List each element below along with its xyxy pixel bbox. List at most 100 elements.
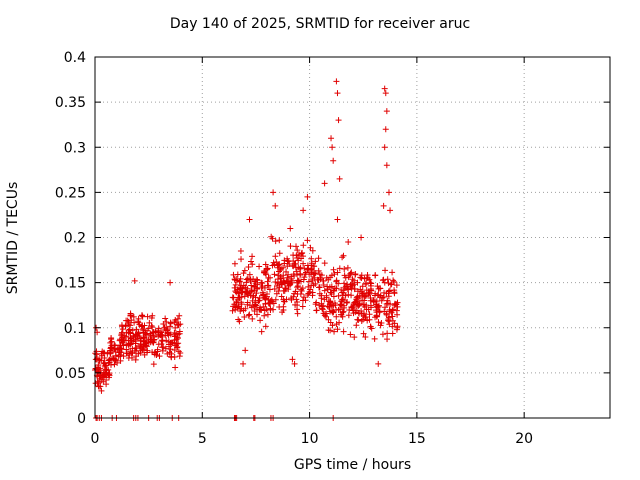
data-point xyxy=(325,327,332,334)
data-point xyxy=(300,242,307,249)
data-point xyxy=(358,318,365,325)
data-point xyxy=(360,330,367,337)
data-point xyxy=(240,282,247,289)
data-point xyxy=(254,311,261,318)
data-point xyxy=(273,259,280,266)
data-point xyxy=(290,293,297,300)
data-point xyxy=(254,277,261,284)
data-point xyxy=(108,334,115,341)
data-point xyxy=(312,258,319,265)
data-point xyxy=(312,301,319,308)
data-point xyxy=(302,269,309,276)
data-point xyxy=(288,275,295,282)
y-tick-label: 0.35 xyxy=(55,95,86,111)
data-point xyxy=(333,321,340,328)
data-point xyxy=(132,340,139,347)
data-point xyxy=(272,238,279,245)
data-point xyxy=(128,337,135,344)
data-point xyxy=(380,293,387,300)
data-point xyxy=(229,307,236,314)
data-point xyxy=(346,306,353,313)
data-point xyxy=(118,346,125,353)
data-point xyxy=(261,312,268,319)
data-point xyxy=(118,330,125,337)
data-point xyxy=(368,304,375,311)
data-point xyxy=(297,278,304,285)
data-point xyxy=(382,267,389,274)
data-point xyxy=(167,319,174,326)
data-point xyxy=(312,269,319,276)
data-points xyxy=(92,78,401,421)
data-point xyxy=(388,309,395,316)
data-point xyxy=(272,253,279,260)
data-point xyxy=(269,235,276,242)
data-point xyxy=(99,348,106,355)
data-point xyxy=(332,301,339,308)
data-point xyxy=(315,255,322,262)
data-point xyxy=(100,372,107,379)
grid-lines xyxy=(95,57,610,418)
data-point xyxy=(132,334,139,341)
data-point xyxy=(345,274,352,281)
data-point xyxy=(309,292,316,299)
data-point xyxy=(263,306,270,313)
data-point xyxy=(295,277,302,284)
data-point xyxy=(246,311,253,318)
data-point xyxy=(375,292,382,299)
data-point xyxy=(355,295,362,302)
data-point xyxy=(287,225,294,232)
data-point xyxy=(341,266,348,273)
data-point xyxy=(336,265,343,272)
data-point xyxy=(163,319,170,326)
data-point xyxy=(300,207,307,214)
data-point xyxy=(363,274,370,281)
data-point xyxy=(174,321,181,328)
data-point xyxy=(176,312,183,319)
data-point xyxy=(283,268,290,275)
data-point xyxy=(281,287,288,294)
data-point xyxy=(262,261,269,268)
data-point xyxy=(173,336,180,343)
data-point xyxy=(141,351,148,358)
data-point xyxy=(276,304,283,311)
data-point xyxy=(150,361,157,368)
data-point xyxy=(334,269,341,276)
data-point xyxy=(127,312,134,319)
data-point xyxy=(243,279,250,286)
data-point xyxy=(330,157,337,164)
data-point xyxy=(152,328,159,335)
data-point xyxy=(111,356,118,363)
data-point xyxy=(313,307,320,314)
data-point xyxy=(138,323,145,330)
data-point xyxy=(354,316,361,323)
data-point xyxy=(305,265,312,272)
data-point xyxy=(140,334,147,341)
x-tick-label: 0 xyxy=(91,431,100,447)
data-point xyxy=(262,270,269,277)
data-point xyxy=(393,282,400,289)
data-point xyxy=(296,265,303,272)
data-point xyxy=(172,324,179,331)
data-point xyxy=(167,331,174,338)
data-point xyxy=(259,289,266,296)
data-point xyxy=(385,189,392,196)
data-point xyxy=(244,299,251,306)
data-point xyxy=(376,308,383,315)
data-point xyxy=(167,346,174,353)
data-point xyxy=(362,334,369,341)
data-point xyxy=(253,290,260,297)
data-point xyxy=(380,202,387,209)
data-point xyxy=(304,193,311,200)
data-point xyxy=(269,298,276,305)
x-tick-label: 15 xyxy=(408,431,426,447)
data-point xyxy=(240,360,247,367)
data-point xyxy=(118,337,125,344)
data-point xyxy=(372,272,379,279)
data-point xyxy=(167,279,174,286)
data-point xyxy=(258,279,265,286)
data-point xyxy=(111,361,118,368)
data-point xyxy=(341,280,348,287)
data-point xyxy=(386,321,393,328)
data-point xyxy=(159,338,166,345)
